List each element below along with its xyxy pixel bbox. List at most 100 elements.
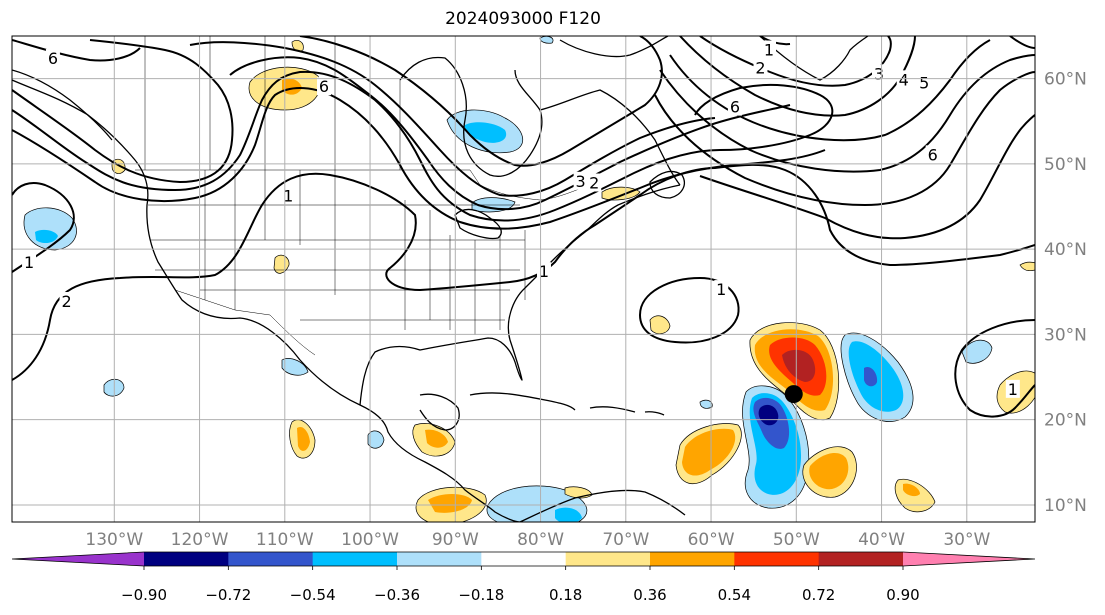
colorbar-tick-label: −0.90 bbox=[121, 586, 167, 604]
puerto-rico-coastline bbox=[644, 411, 665, 416]
south-america-coastline bbox=[519, 489, 686, 522]
longitude-label: 40°W bbox=[858, 530, 905, 550]
contour-value-label: 1 bbox=[716, 280, 726, 299]
contour-value-label: 2 bbox=[61, 292, 71, 311]
contour-label-background bbox=[59, 292, 74, 311]
contour-value-label: 2 bbox=[755, 58, 765, 77]
negative-anomaly-area bbox=[464, 122, 507, 143]
longitude-label: 30°W bbox=[943, 530, 990, 550]
contour-label-background bbox=[727, 97, 742, 116]
contour-line bbox=[229, 56, 791, 211]
contour-line bbox=[12, 70, 834, 222]
contour-value-label: 1 bbox=[1008, 380, 1018, 399]
negative-anomaly-area bbox=[961, 339, 993, 364]
contour-label-background bbox=[45, 49, 60, 68]
contour-line bbox=[699, 36, 892, 87]
latitude-label: 30°N bbox=[1044, 325, 1087, 345]
contour-layer bbox=[12, 36, 1035, 418]
alaska-coastline bbox=[12, 69, 113, 141]
latitude-label: 40°N bbox=[1044, 240, 1087, 260]
colorbar-segment bbox=[397, 552, 482, 566]
colorbar-segment bbox=[734, 552, 820, 566]
longitude-label: 110°W bbox=[256, 530, 314, 550]
latitude-label: 20°N bbox=[1044, 411, 1087, 431]
colorbar-segment bbox=[312, 552, 398, 566]
positive-anomaly-area bbox=[291, 40, 304, 52]
longitude-label: 120°W bbox=[171, 530, 229, 550]
contour-value-label: 6 bbox=[48, 49, 58, 68]
positive-anomaly-area bbox=[682, 428, 736, 476]
contour-label-background bbox=[871, 64, 886, 83]
colorbar-extension-low bbox=[12, 552, 144, 566]
colorbar-tick-label: −0.18 bbox=[458, 586, 504, 604]
contour-value-label: 5 bbox=[919, 74, 929, 93]
greenland-coastline bbox=[759, 36, 869, 81]
colorbar-tick-label: −0.36 bbox=[374, 586, 420, 604]
contour-line bbox=[669, 39, 991, 142]
contour-line bbox=[638, 276, 740, 344]
longitude-label: 100°W bbox=[341, 530, 399, 550]
contour-value-label: 3 bbox=[576, 172, 586, 191]
positive-anomaly-area bbox=[649, 315, 671, 335]
latitude-labels: 60°N 50°N 40°N 30°N 20°N 10°N bbox=[1044, 70, 1087, 516]
positive-anomaly-area bbox=[425, 429, 448, 448]
contour-line bbox=[12, 87, 826, 230]
contour-label-background bbox=[573, 171, 588, 190]
contour-line bbox=[189, 41, 716, 197]
positive-anomaly-area bbox=[809, 452, 849, 490]
latitude-label: 10°N bbox=[1044, 496, 1087, 516]
contour-value-label: 2 bbox=[589, 174, 599, 193]
contour-value-label: 3 bbox=[874, 64, 884, 83]
contour-line bbox=[12, 163, 1035, 381]
longitude-labels: 130°W 120°W 110°W 100°W 90°W 80°W 70°W 60°W 50°W… bbox=[85, 530, 990, 550]
negative-anomaly-area bbox=[35, 229, 58, 244]
positive-anomaly-area bbox=[782, 349, 816, 382]
colorbar-tick-label: 0.54 bbox=[718, 586, 751, 604]
labrador-coastline bbox=[539, 89, 681, 186]
negative-anomaly-area bbox=[864, 366, 878, 387]
contour-value-label: 1 bbox=[24, 253, 34, 272]
us-mexico-border bbox=[174, 289, 316, 356]
map-title: 2024093000 F120 bbox=[445, 9, 601, 29]
contour-line bbox=[679, 36, 916, 117]
negative-anomaly-area bbox=[699, 399, 713, 409]
colorbar-tick-label: 0.72 bbox=[802, 586, 835, 604]
positive-anomaly-area bbox=[1019, 261, 1035, 272]
contour-line bbox=[12, 182, 75, 273]
baffin-coastline bbox=[559, 36, 669, 58]
colorbar-segment bbox=[650, 552, 735, 566]
positive-anomaly-area bbox=[428, 494, 472, 513]
positive-anomaly-area bbox=[903, 483, 920, 497]
contour-label-background bbox=[317, 77, 332, 96]
contour-label-background bbox=[714, 280, 729, 299]
colorbar-tick-label: −0.72 bbox=[205, 586, 251, 604]
longitude-label: 70°W bbox=[602, 530, 649, 550]
contour-line bbox=[954, 319, 1035, 418]
colorbar-extension-high bbox=[903, 552, 1035, 566]
storm-center-marker bbox=[784, 385, 803, 404]
contour-value-label: 6 bbox=[319, 77, 329, 96]
graticule bbox=[12, 36, 1035, 522]
latitude-label: 60°N bbox=[1044, 70, 1087, 90]
contour-label-background bbox=[1005, 379, 1020, 398]
contour-label-background bbox=[925, 145, 940, 164]
newfoundland-coastline bbox=[649, 170, 685, 199]
positive-anomaly-area bbox=[297, 426, 310, 451]
colorbar-tick-label: 0.90 bbox=[886, 586, 919, 604]
longitude-label: 50°W bbox=[773, 530, 820, 550]
colorbar-segment bbox=[818, 552, 904, 566]
yucatan bbox=[419, 393, 460, 431]
contour-label-background bbox=[753, 58, 768, 77]
contour-line bbox=[654, 71, 1035, 207]
contour-value-label: 6 bbox=[730, 98, 740, 117]
longitude-label: 80°W bbox=[517, 530, 564, 550]
colorbar-segment bbox=[228, 552, 314, 566]
longitude-label: 90°W bbox=[432, 530, 479, 550]
canada-province-lines bbox=[144, 36, 401, 170]
latitude-label: 50°N bbox=[1044, 155, 1087, 175]
longitude-label: 130°W bbox=[85, 530, 143, 550]
shaded-anomaly-layer bbox=[23, 36, 1035, 522]
